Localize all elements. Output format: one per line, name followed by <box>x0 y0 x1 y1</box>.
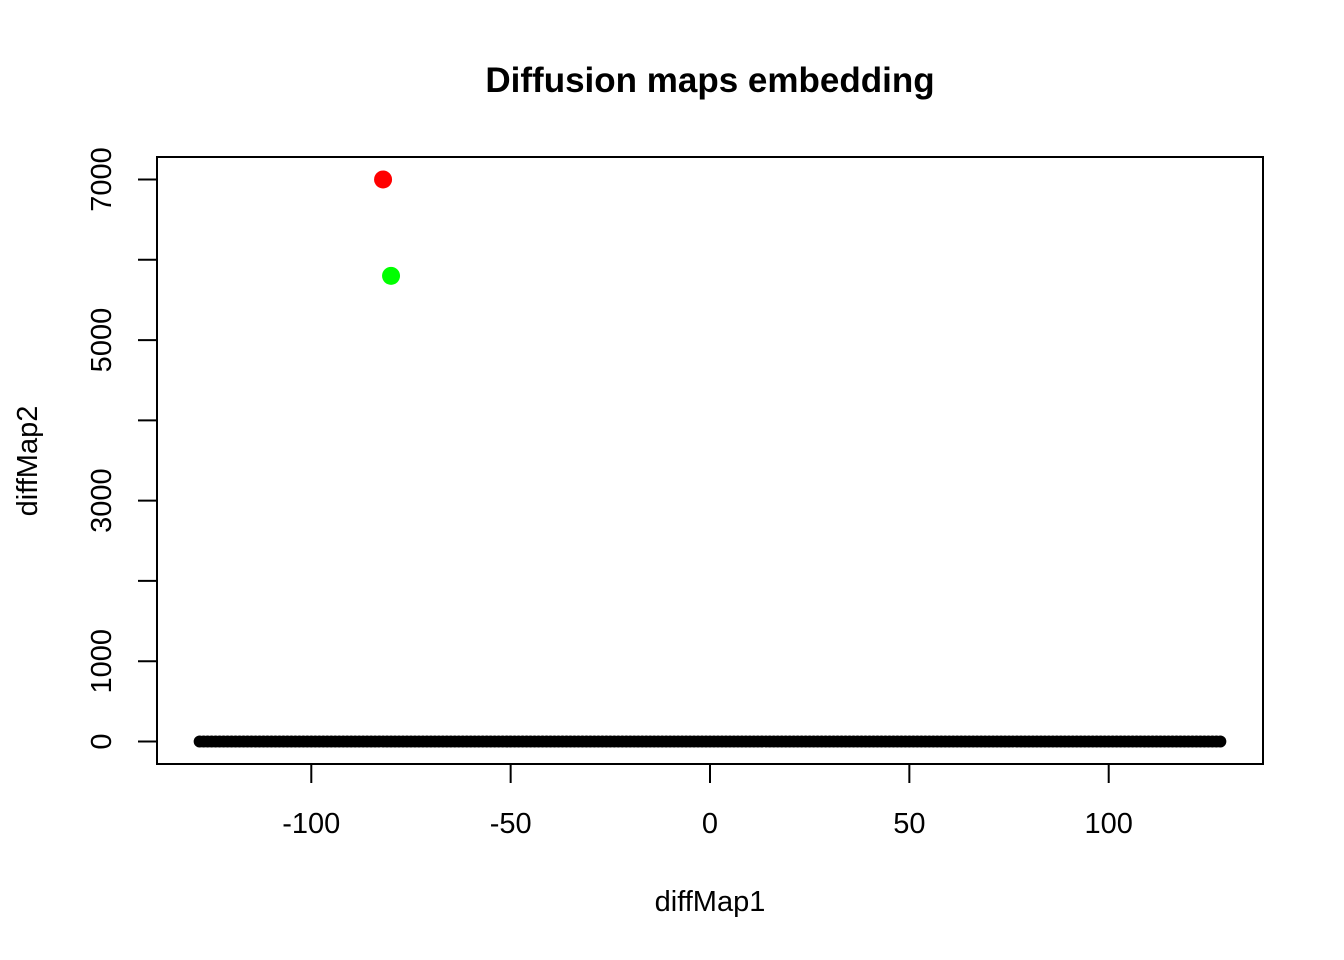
x-axis: -100 -50 0 50 100 <box>282 763 1133 840</box>
data-point <box>1214 735 1227 748</box>
x-tick-label: 50 <box>893 808 925 840</box>
highlighted-point-1 <box>374 170 393 189</box>
chart-title: Diffusion maps embedding <box>485 61 934 100</box>
y-tick-label: 1000 <box>86 629 118 694</box>
y-tick-label: 7000 <box>86 147 118 212</box>
x-axis-label: diffMap1 <box>655 886 766 918</box>
x-tick-label: 100 <box>1085 808 1133 840</box>
x-tick-label: -50 <box>490 808 532 840</box>
x-tick-label: 0 <box>702 808 718 840</box>
y-tick-label: 3000 <box>86 468 118 533</box>
y-tick-label: 5000 <box>86 308 118 373</box>
highlighted-point-2 <box>382 266 401 285</box>
y-axis: 0 1000 3000 5000 7000 <box>86 147 158 750</box>
x-tick-label: -100 <box>282 808 340 840</box>
plot-marks <box>193 170 1227 748</box>
y-axis-label: diffMap2 <box>12 406 44 517</box>
y-tick-label: 0 <box>86 733 118 749</box>
